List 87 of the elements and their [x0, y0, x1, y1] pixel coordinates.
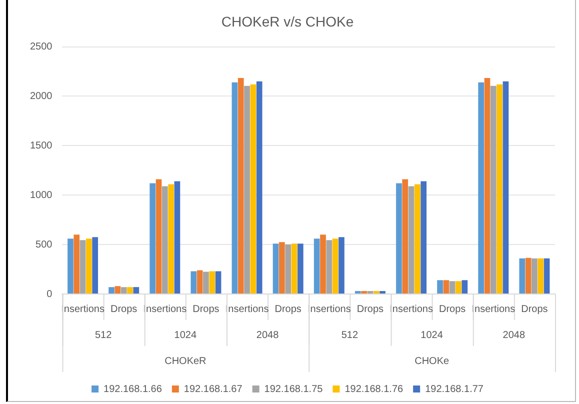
bar	[490, 86, 496, 294]
x-tick-label: Insertions	[307, 304, 351, 315]
y-tick-label: 2500	[30, 42, 53, 53]
text: 512	[341, 330, 358, 341]
bar	[74, 234, 80, 294]
text: CHOKe	[414, 356, 450, 367]
bar	[525, 258, 532, 294]
x-tick-label: Drops	[439, 304, 466, 315]
x-tick-label: Insertions	[225, 304, 269, 315]
y-tick-label: 0	[46, 288, 53, 300]
bar	[196, 270, 203, 294]
bar	[437, 280, 443, 294]
bar	[449, 281, 456, 294]
bar	[326, 240, 332, 294]
bar	[150, 183, 156, 294]
bar	[168, 184, 174, 294]
bar	[396, 183, 402, 294]
bar	[256, 81, 262, 294]
bar	[174, 181, 180, 294]
bar	[156, 179, 162, 294]
y-tick-label: 1000	[30, 190, 53, 201]
bar	[462, 280, 468, 294]
x-tick-label: Insertions	[390, 304, 433, 315]
bar	[420, 181, 427, 294]
bar	[133, 287, 140, 294]
bar	[314, 238, 320, 294]
y-tick-label: 1500	[30, 140, 53, 152]
x-tick-label: Drops	[356, 304, 384, 315]
bar	[478, 82, 484, 294]
bar	[402, 179, 408, 294]
text: 1024	[420, 330, 444, 341]
bar	[238, 78, 244, 294]
bar	[408, 186, 414, 294]
bar	[114, 286, 121, 294]
x-tick-label: Drops	[274, 304, 302, 315]
bar	[532, 258, 538, 294]
text: 2048	[502, 330, 526, 341]
legend-label: 192.168.1.76	[344, 384, 404, 395]
bar	[120, 287, 127, 294]
text: 1024	[174, 330, 197, 341]
bar	[320, 234, 326, 294]
bar	[86, 238, 92, 294]
bar	[209, 271, 216, 294]
bar	[80, 240, 86, 294]
x-tick-label: Drops	[521, 304, 548, 315]
x-tick-label: Drops	[110, 304, 138, 315]
bar	[297, 244, 304, 294]
legend-label: 192.168.1.75	[264, 384, 324, 395]
legend-label: 192.168.1.77	[425, 384, 484, 395]
bar	[502, 81, 509, 294]
x-tick-label: Insertions	[143, 304, 187, 315]
text: 512	[94, 330, 112, 341]
bar	[250, 84, 256, 294]
bar	[519, 258, 526, 294]
bar	[443, 280, 450, 294]
bar	[414, 184, 420, 294]
bar	[484, 78, 490, 294]
bar	[291, 244, 298, 294]
bar	[456, 281, 462, 294]
bar	[496, 84, 502, 294]
x-tick-label: Insertions	[472, 304, 516, 315]
chart-title: CHOKeR v/s CHOKe	[221, 13, 354, 30]
text: 2048	[256, 330, 280, 341]
bar	[162, 186, 168, 294]
bar	[68, 238, 74, 294]
y-tick-label: 2000	[30, 90, 53, 102]
x-tick-label: Drops	[192, 304, 220, 315]
bar	[190, 271, 197, 294]
bar	[279, 242, 285, 294]
bar	[332, 238, 338, 294]
bar	[232, 82, 238, 294]
bar	[108, 287, 114, 294]
bar	[338, 237, 344, 294]
bar	[127, 287, 133, 294]
bar	[92, 237, 98, 294]
bar	[244, 86, 250, 294]
text: CHOKeR	[164, 356, 206, 367]
bar	[203, 272, 209, 294]
bar	[538, 258, 544, 294]
bar	[544, 258, 550, 294]
y-tick-label: 500	[36, 239, 53, 250]
bar	[215, 271, 222, 294]
legend-label: 192.168.1.67	[184, 384, 243, 395]
bar	[285, 244, 292, 294]
x-tick-label: Insertions	[61, 304, 104, 315]
legend-label: 192.168.1.66	[104, 384, 162, 395]
bar	[272, 244, 279, 294]
